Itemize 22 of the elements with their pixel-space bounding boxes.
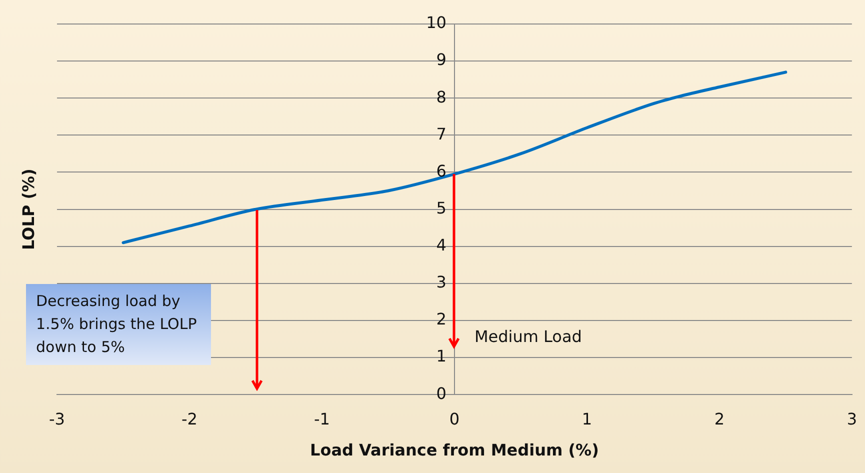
y-tick-label: 5: [436, 198, 446, 218]
y-tick-label: 6: [436, 161, 446, 180]
y-tick-label: 3: [436, 272, 446, 292]
y-tick-label: 0: [436, 384, 446, 403]
x-tick-label: -1: [314, 409, 330, 428]
y-tick-label: 1: [436, 346, 446, 366]
x-tick-label: 0: [449, 409, 460, 428]
annotation: Decreasing load by 1.5% brings the LOLP down to 5%: [26, 284, 211, 365]
x-tick-label: -3: [49, 409, 65, 428]
x-tick-label: 1: [582, 409, 592, 428]
y-tick-label: 2: [436, 310, 446, 329]
x-tick-label: -2: [182, 409, 198, 428]
annotation: Medium Load: [474, 326, 582, 346]
x-axis-title: Load Variance from Medium (%): [310, 440, 599, 460]
y-tick-label: 7: [436, 124, 446, 144]
y-tick-label: 10: [426, 13, 446, 32]
x-tick-label: 2: [714, 409, 725, 428]
y-tick-label: 8: [436, 87, 446, 106]
y-axis-title: LOLP (%): [19, 168, 38, 250]
y-tick-label: 9: [436, 50, 446, 70]
y-tick-label: 4: [436, 236, 446, 255]
x-tick-label: 3: [846, 409, 858, 428]
